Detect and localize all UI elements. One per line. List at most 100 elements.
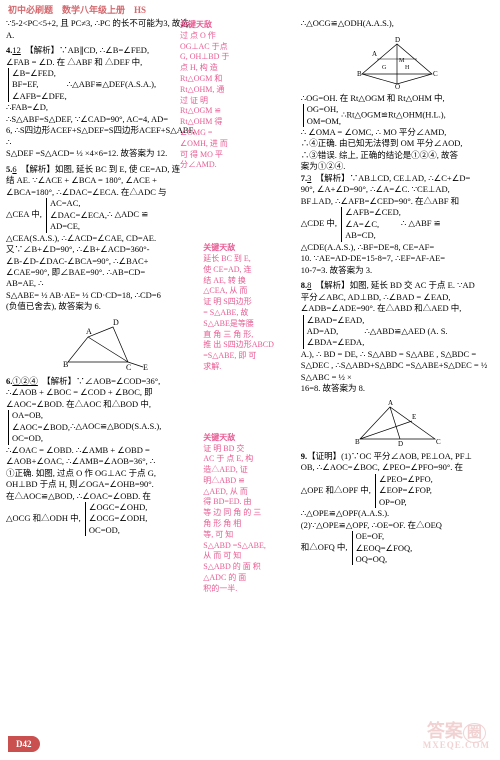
text-line: 16=8. 故答案为 8. bbox=[301, 383, 494, 394]
hint-line: 得 BD=ED. 由 bbox=[203, 497, 297, 508]
hint-line: 造△AED, 证 bbox=[203, 465, 297, 476]
hint-line: S△ABD 的 面 积 bbox=[203, 562, 297, 573]
text-line: S△DEC , ∴S△ABD+S△BDC =S△ABE+S△DEC = ½ S△… bbox=[301, 360, 494, 383]
diagram-triangle-5: B A D C E bbox=[58, 317, 148, 372]
svg-text:D: D bbox=[398, 440, 403, 447]
hint-line: S△ABD =S△ABE, bbox=[203, 541, 297, 552]
text-line: 10-7=3. 故答案为 3. bbox=[301, 265, 494, 276]
svg-text:M: M bbox=[399, 58, 405, 64]
hint-line: 使 CE=AD, 连 bbox=[203, 265, 297, 276]
brace-line: ∠BDA=∠EDA, bbox=[307, 337, 365, 348]
svg-text:B: B bbox=[63, 360, 68, 369]
answer: 8 bbox=[307, 280, 311, 290]
text-line: 又∵∠B+∠D=90°, ∴∠B+∠ACD=360°- bbox=[6, 244, 199, 255]
hint-line: 求解. bbox=[203, 362, 297, 373]
diagram-8: B A C D E bbox=[350, 399, 445, 447]
hint-line: 明△ABD ≌ bbox=[203, 476, 297, 487]
text: ∴△ABD≌△AED (A. S. bbox=[364, 326, 447, 336]
hint-line: 结 AE, 转 换 bbox=[203, 276, 297, 287]
page-number-badge: D42 bbox=[8, 736, 40, 752]
hint-label: 关键天敌 bbox=[203, 433, 297, 444]
brace-line: OQ=OQ, bbox=[356, 554, 413, 565]
brace-line: ∠BAD=∠EAD, bbox=[307, 315, 365, 326]
text-line: ∠AOC=∠BOD. 在△AOC 和△BOD 中, bbox=[6, 399, 199, 410]
hint-line: ∠OMG = bbox=[180, 128, 240, 139]
answer: 12 bbox=[12, 45, 21, 55]
brace-line: ∠B=∠FED, bbox=[12, 68, 67, 79]
watermark: 答案圈 MXEQE.COM bbox=[423, 722, 490, 750]
brace: ∠OGC=∠OHD, ∠OCG=∠ODH, OC=OD, bbox=[85, 502, 148, 536]
answer: 6 bbox=[12, 164, 16, 174]
brace-line: OC=OD, bbox=[12, 433, 70, 444]
content-area: ∵5-2<PC<5+2, 且 PC≠3, ∴PC 的长不可能为3, 故选 A. … bbox=[0, 18, 500, 595]
brace-group: ∠BAD=∠EAD, AD=AD, ∠BDA=∠EDA, ∴△ABD≌△AED … bbox=[301, 315, 494, 349]
brace: AC=AC, ∠DAC=∠ECA, AD=CE, bbox=[46, 198, 107, 232]
text-line: (负值已舍去), 故答案为 6. bbox=[6, 301, 199, 312]
brace-line: ∠EOQ=∠FOQ, bbox=[356, 543, 413, 554]
brace-group: △OPE 和△OPF 中, ∠PEO=∠PFO, ∠EOP=∠FOP, OP=O… bbox=[301, 474, 494, 508]
text-line: 6, ∴S四边形ACEF+S△DEF=S四边形ACEF+S△ABF, ∴ bbox=[6, 125, 199, 148]
brace-group: OG=OH, OM=OM, ∴Rt△OGM≌Rt△OHM(H.L.), bbox=[301, 104, 494, 127]
text-line: ∠ADB=∠ADE=90°. 在△ABD 和△AED 中, bbox=[301, 303, 494, 314]
svg-text:H: H bbox=[405, 65, 410, 71]
hint-label: 关键天敌 bbox=[180, 20, 240, 31]
problem-5: 5.6 【解析】如图, 延长 BC 到 E, 使 CE=AD, 连 结 AE. … bbox=[6, 164, 199, 313]
hint-line: 证 明 S四边形 bbox=[203, 297, 297, 308]
brace-group: ∠B=∠FED, BF=EF, ∠AFB=∠DFE, ∴△ABF≌△DEF(A.… bbox=[6, 68, 199, 102]
text-line: A.), ∴ BD = DE, ∴ S△ABD = S△ABE , S△BDC … bbox=[301, 349, 494, 360]
text: ∵AB∥CD, ∴∠B=∠FED, bbox=[59, 45, 149, 55]
text-line: ∴④正确. 由已知无法得到 OM 平分∠AOD, bbox=[301, 138, 494, 149]
text-line: 平分∠ABC, AD⊥BD, ∴∠BAD = ∠EAD, bbox=[301, 292, 494, 303]
text: ∴Rt△OGM≌Rt△OHM(H.L.), bbox=[341, 110, 446, 120]
svg-text:A: A bbox=[372, 50, 377, 58]
text-line: ①正确. 如图, 过点 O 作 OG⊥AC 于点 G, bbox=[6, 468, 199, 479]
label: 【解析】 bbox=[46, 376, 76, 386]
brace-line: ∠DAC=∠ECA, bbox=[50, 210, 107, 221]
hint-line: △AED, 从 而 bbox=[203, 487, 297, 498]
brace: ∠AFB=∠CED, ∠A=∠C, AB=CD, bbox=[341, 207, 401, 241]
text-line: △CDE(A.A.S.), ∴BF=DE=8, CE=AF= bbox=[301, 242, 494, 253]
text-line: (2)∵△OPE≌△OPF, ∴OE=OF. 在△OEQ bbox=[301, 520, 494, 531]
brace-line: BF=EF, bbox=[12, 79, 67, 90]
text-line: 90°, ∠A+∠D=90°, ∴∠A=∠C. ∵CE⊥AD, bbox=[301, 184, 494, 195]
text-line: ∠FAB = ∠D. 在 △ABF 和 △DEF 中, bbox=[6, 57, 199, 68]
text: △OPE 和△OPF 中, bbox=[301, 485, 371, 495]
brace-line: OM=OM, bbox=[307, 116, 341, 127]
text-line: 10. ∵AE=AD-DE=15-8=7, ∴EF=AF-AE= bbox=[301, 253, 494, 264]
hint-line: 过 点 O 作 bbox=[180, 31, 240, 42]
text-line: △CEA(S.A.S.), ∴∠ACD=∠CAE, CD=AE. bbox=[6, 233, 199, 244]
brace-line: ∠EOP=∠FOP, bbox=[379, 485, 433, 496]
text: (1)∵OC 平分∠AOB, PE⊥OA, PF⊥ bbox=[341, 451, 472, 461]
hint-line: Rt△OGM ≌ bbox=[180, 106, 240, 117]
svg-text:A: A bbox=[86, 327, 92, 336]
brace: ∠B=∠FED, BF=EF, ∠AFB=∠DFE, bbox=[8, 68, 67, 102]
brace-line: ∠AFB=∠DFE, bbox=[12, 91, 67, 102]
text-line: ∴S△ABF=S△DEF, ∵∠CAD=90°, AC=4, AD= bbox=[6, 114, 199, 125]
svg-text:E: E bbox=[143, 363, 148, 372]
hint-line: 证 明 BD 交 bbox=[203, 444, 297, 455]
hint-line: =S△ABE, 即 可 bbox=[203, 351, 297, 362]
label: 【解析】 bbox=[25, 164, 55, 174]
brace-group: △CEA 中, AC=AC, ∠DAC=∠ECA, AD=CE, ∴ △ADC … bbox=[6, 198, 199, 232]
text: ∵AB⊥CD, CE⊥AD, ∴∠C+∠D= bbox=[350, 173, 471, 183]
brace-line: AD=CE, bbox=[50, 221, 107, 232]
problem-4: 4.12 【解析】∵AB∥CD, ∴∠B=∠FED, ∠FAB = ∠D. 在 … bbox=[6, 45, 199, 160]
problem-6: 6.①②④ 【解析】∵∠AOB=∠COD=36°, ∴∠AOB + ∠BOC =… bbox=[6, 376, 199, 537]
brace-line: OG=OH, bbox=[307, 104, 341, 115]
hint-line: Rt△OHM 得 bbox=[180, 117, 240, 128]
text-line: ∴ ∠OMA = ∠OMC, ∴ MO 平分∠AMD, bbox=[301, 127, 494, 138]
brace: OE=OF, ∠EOQ=∠FOQ, OQ=OQ, bbox=[352, 531, 413, 565]
hint-line: 等, 可 知 bbox=[203, 530, 297, 541]
text-line: ∠B-∠D-∠DAC-∠BCA=90°, ∴∠BAC+ bbox=[6, 256, 199, 267]
brace-line: OE=OF, bbox=[356, 531, 413, 542]
text-line: 案为①②④. bbox=[301, 161, 494, 172]
text: △CEA 中, bbox=[6, 209, 42, 219]
hint-line: △CEA, 从 而 bbox=[203, 286, 297, 297]
answer: 3 bbox=[307, 173, 311, 183]
hint-line: 等 边 同 角 的 三 bbox=[203, 508, 297, 519]
text-line: ∠AOB+∠OAC, ∴∠AMB=∠AOB=36°, ∴ bbox=[6, 456, 199, 467]
svg-text:C: C bbox=[126, 363, 131, 372]
hint-line: Rt△OGM 和 bbox=[180, 74, 240, 85]
brace: OG=OH, OM=OM, bbox=[303, 104, 341, 127]
text-line: S△DEF =S△ACD= ½ ×4×6=12. 故答案为 12. bbox=[6, 148, 199, 159]
